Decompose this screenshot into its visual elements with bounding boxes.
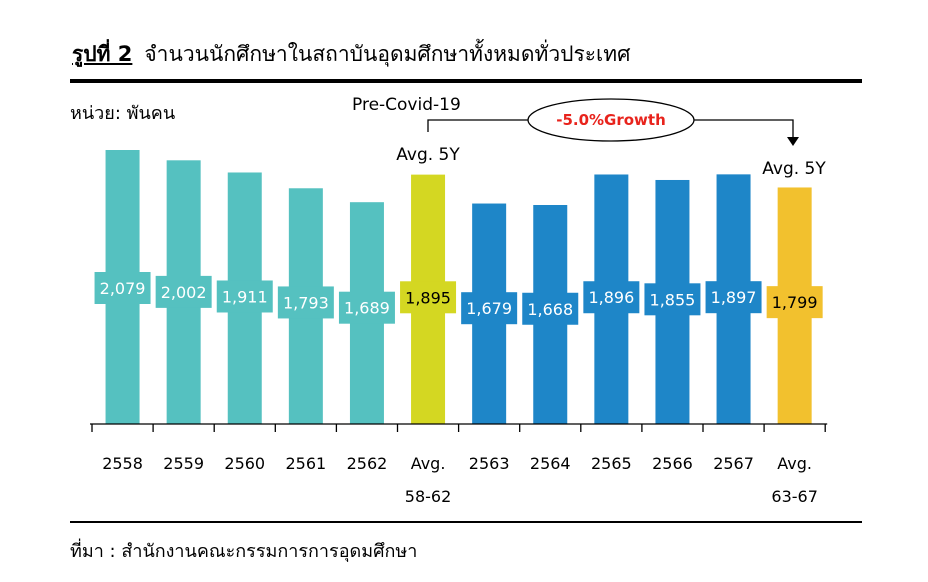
x-tick-labels: 2558 2559 2560 2561 2562 Avg. 58-62 2563 2564 256… bbox=[102, 454, 818, 506]
data-label-box bbox=[583, 281, 640, 314]
x-tick-label: 2567 bbox=[713, 454, 754, 473]
data-label: 1,793 bbox=[283, 293, 329, 312]
data-label: 1,799 bbox=[772, 293, 818, 312]
data-label-box bbox=[522, 292, 579, 325]
x-tick-label: 58-62 bbox=[405, 487, 452, 506]
x-tick-label: 2565 bbox=[591, 454, 632, 473]
growth-ellipse bbox=[527, 98, 695, 142]
data-label-box bbox=[94, 272, 151, 304]
title-divider bbox=[70, 79, 862, 83]
data-label: 1,896 bbox=[588, 288, 634, 307]
growth-label: -5.0%Growth bbox=[556, 111, 666, 129]
data-label: 1,897 bbox=[711, 288, 757, 307]
x-tick-label: 2563 bbox=[469, 454, 510, 473]
value-labels-group: 2,079 2,002 1,911 1,793 1,689 1,895 1,679 1,668… bbox=[94, 272, 823, 325]
annotations-group: Pre-Covid-19 Avg. 5Y Avg. 5Y -5.0%Growth bbox=[352, 95, 826, 179]
x-tick-label: 2564 bbox=[530, 454, 571, 473]
data-label-box bbox=[766, 286, 823, 319]
x-tick-label: Avg. bbox=[777, 454, 812, 473]
x-tick-label: 2566 bbox=[652, 454, 693, 473]
data-label: 2,079 bbox=[100, 279, 146, 298]
x-tick-label: 2562 bbox=[347, 454, 388, 473]
data-label: 1,679 bbox=[466, 299, 512, 318]
x-tick-label: 2561 bbox=[285, 454, 326, 473]
figure-number: รูปที่ 2 bbox=[72, 42, 133, 66]
pre-covid-label: Pre-Covid-19 bbox=[352, 95, 461, 115]
data-label-box bbox=[644, 283, 701, 316]
growth-arrow-head bbox=[787, 137, 799, 146]
avg-5y-right-label: Avg. 5Y bbox=[762, 159, 826, 179]
data-label-box bbox=[705, 281, 762, 314]
data-label-box bbox=[277, 286, 334, 319]
unit-label: หน่วย: พันคน bbox=[70, 103, 176, 124]
data-label: 1,668 bbox=[527, 300, 573, 319]
data-label: 1,911 bbox=[222, 287, 268, 306]
data-label-box bbox=[155, 275, 212, 308]
data-label-box bbox=[338, 291, 395, 324]
figure-title: จำนวนนักศึกษาในสถาบันอุดมศึกษาทั้งหมดทั่… bbox=[144, 42, 631, 66]
x-tick-label: Avg. bbox=[411, 454, 446, 473]
source-divider bbox=[70, 521, 862, 523]
x-axis bbox=[90, 423, 828, 432]
x-tick-label: 2559 bbox=[163, 454, 204, 473]
chart-title: รูปที่ 2 จำนวนนักศึกษาในสถาบันอุดมศึกษาทั… bbox=[72, 38, 630, 71]
data-label: 1,689 bbox=[344, 299, 390, 318]
x-tick-label: 2558 bbox=[102, 454, 143, 473]
x-tick-label: 2560 bbox=[224, 454, 265, 473]
data-label-box bbox=[216, 280, 273, 313]
source-text: ที่มา : สำนักงานคณะกรรมการการอุดมศึกษา bbox=[70, 541, 418, 562]
data-label-box bbox=[461, 292, 518, 325]
data-label: 1,895 bbox=[405, 288, 451, 307]
data-label: 2,002 bbox=[161, 283, 207, 302]
data-label-box bbox=[400, 281, 457, 314]
data-label: 1,855 bbox=[650, 290, 696, 309]
x-tick-label: 63-67 bbox=[771, 487, 818, 506]
avg-5y-left-label: Avg. 5Y bbox=[396, 145, 460, 165]
